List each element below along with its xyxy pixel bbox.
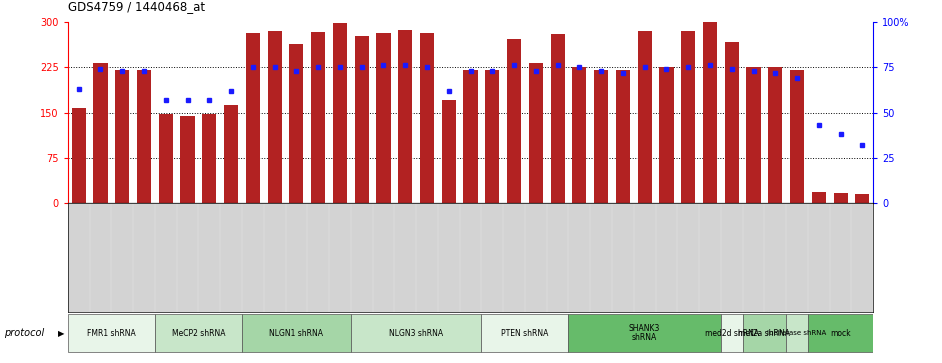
Text: SHANK3
shRNA: SHANK3 shRNA bbox=[629, 324, 660, 342]
Bar bbox=[268, 32, 282, 203]
Text: MeCP2 shRNA: MeCP2 shRNA bbox=[171, 329, 225, 338]
Text: med2d shRNA: med2d shRNA bbox=[705, 329, 759, 338]
Bar bbox=[311, 32, 325, 203]
Bar bbox=[834, 193, 848, 203]
Bar bbox=[398, 30, 413, 203]
Text: NLGN1 shRNA: NLGN1 shRNA bbox=[269, 329, 323, 338]
Text: mef2a shRNA: mef2a shRNA bbox=[739, 329, 790, 338]
Bar bbox=[485, 70, 499, 203]
Bar bbox=[681, 31, 695, 203]
Bar bbox=[638, 32, 652, 203]
Text: luciferase shRNA: luciferase shRNA bbox=[768, 330, 827, 336]
Bar bbox=[463, 70, 478, 203]
Bar bbox=[855, 194, 869, 203]
Bar bbox=[659, 67, 674, 203]
Bar bbox=[812, 192, 826, 203]
Bar bbox=[158, 114, 172, 203]
Bar bbox=[377, 33, 391, 203]
Bar bbox=[72, 108, 86, 203]
Bar bbox=[724, 42, 739, 203]
Text: ▶: ▶ bbox=[58, 329, 65, 338]
Bar bbox=[420, 33, 434, 203]
Bar bbox=[507, 39, 521, 203]
Bar bbox=[224, 105, 238, 203]
Bar bbox=[333, 23, 347, 203]
Bar bbox=[616, 70, 630, 203]
Bar bbox=[746, 67, 760, 203]
Bar bbox=[242, 314, 350, 352]
Bar bbox=[742, 314, 787, 352]
Bar bbox=[568, 314, 721, 352]
Bar bbox=[68, 314, 154, 352]
Bar bbox=[246, 33, 260, 203]
Bar bbox=[115, 70, 129, 203]
Bar bbox=[350, 314, 481, 352]
Bar bbox=[289, 44, 303, 203]
Text: GDS4759 / 1440468_at: GDS4759 / 1440468_at bbox=[68, 0, 205, 13]
Bar bbox=[573, 67, 587, 203]
Bar bbox=[703, 21, 717, 203]
Bar bbox=[442, 100, 456, 203]
Bar bbox=[808, 314, 873, 352]
Bar bbox=[137, 70, 151, 203]
Bar bbox=[93, 63, 107, 203]
Bar bbox=[594, 70, 609, 203]
Bar bbox=[528, 63, 543, 203]
Bar bbox=[721, 314, 742, 352]
Bar bbox=[203, 114, 217, 203]
Text: NLGN3 shRNA: NLGN3 shRNA bbox=[389, 329, 443, 338]
Text: protocol: protocol bbox=[4, 328, 44, 338]
Bar bbox=[181, 115, 195, 203]
Text: FMR1 shRNA: FMR1 shRNA bbox=[87, 329, 136, 338]
Bar bbox=[790, 70, 804, 203]
Bar bbox=[354, 36, 368, 203]
Bar bbox=[481, 314, 568, 352]
Bar bbox=[787, 314, 808, 352]
Text: mock: mock bbox=[830, 329, 851, 338]
Bar bbox=[550, 34, 564, 203]
Bar bbox=[154, 314, 242, 352]
Bar bbox=[769, 67, 783, 203]
Text: PTEN shRNA: PTEN shRNA bbox=[501, 329, 548, 338]
